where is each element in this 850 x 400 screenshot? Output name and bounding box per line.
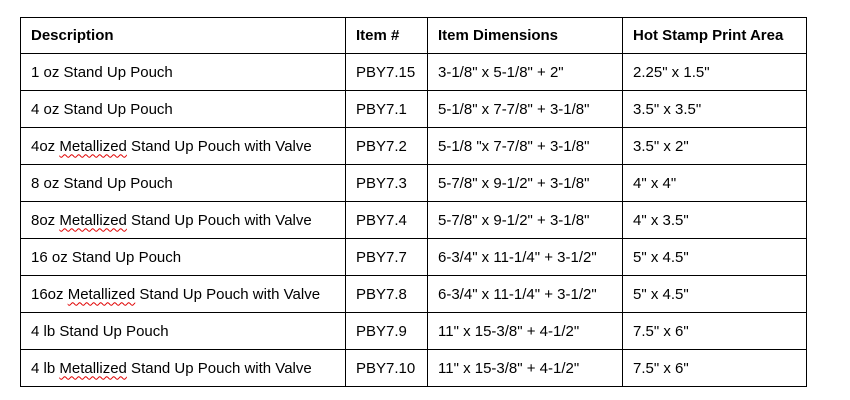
misspelled-word: Metallized (59, 359, 127, 377)
print-area-cell: 7.5" x 6" (622, 312, 807, 350)
description-cell: 4 lb Metallized Stand Up Pouch with Valv… (20, 349, 346, 387)
column-header-description: Description (20, 17, 346, 54)
misspelled-word: Metallized (67, 285, 136, 303)
misspelled-word: Metallized (59, 137, 127, 155)
description-text: 4 oz Stand Up Pouch (31, 100, 173, 118)
table-row: 4 oz Stand Up Pouch PBY7.1 5-1/8" x 7-7/… (20, 90, 807, 128)
description-text-after: Stand Up Pouch with Valve (135, 285, 321, 303)
item-number-cell: PBY7.1 (345, 90, 428, 128)
table-body: 1 oz Stand Up Pouch PBY7.15 3-1/8" x 5-1… (20, 53, 807, 387)
print-area-cell: 3.5" x 2" (622, 127, 807, 165)
item-dimensions-cell: 5-1/8 "x 7-7/8" + 3-1/8" (427, 127, 623, 165)
item-dimensions-cell: 5-7/8" x 9-1/2" + 3-1/8" (427, 164, 623, 202)
item-number-cell: PBY7.7 (345, 238, 428, 276)
table-row: 4 lb Stand Up Pouch PBY7.9 11" x 15-3/8"… (20, 312, 807, 350)
description-cell: 16oz Metallized Stand Up Pouch with Valv… (20, 275, 346, 313)
item-dimensions-cell: 5-1/8" x 7-7/8" + 3-1/8" (427, 90, 623, 128)
description-cell: 4 lb Stand Up Pouch (20, 312, 346, 350)
print-area-cell: 3.5" x 3.5" (622, 90, 807, 128)
document-page: Description Item # Item Dimensions Hot S… (20, 17, 807, 387)
column-header-item-number: Item # (345, 17, 428, 54)
print-area-cell: 5" x 4.5" (622, 275, 807, 313)
description-cell: 8 oz Stand Up Pouch (20, 164, 346, 202)
item-number-cell: PBY7.2 (345, 127, 428, 165)
description-text: 1 oz Stand Up Pouch (31, 63, 173, 81)
item-number-cell: PBY7.3 (345, 164, 428, 202)
table-row: 8 oz Stand Up Pouch PBY7.3 5-7/8" x 9-1/… (20, 164, 807, 202)
description-text: 16 oz Stand Up Pouch (31, 248, 182, 266)
print-area-cell: 2.25" x 1.5" (622, 53, 807, 91)
description-text: 4oz (31, 137, 60, 155)
column-header-item-dimensions: Item Dimensions (427, 17, 623, 54)
description-text: 8oz (31, 211, 60, 229)
print-area-cell: 4" x 3.5" (622, 201, 807, 239)
item-number-cell: PBY7.8 (345, 275, 428, 313)
misspelled-word: Metallized (59, 211, 127, 229)
item-dimensions-cell: 11" x 15-3/8" + 4-1/2" (427, 349, 623, 387)
table-row: 16oz Metallized Stand Up Pouch with Valv… (20, 275, 807, 313)
print-area-cell: 4" x 4" (622, 164, 807, 202)
table-row: 8oz Metallized Stand Up Pouch with Valve… (20, 201, 807, 239)
item-dimensions-cell: 6-3/4" x 11-1/4" + 3-1/2" (427, 238, 623, 276)
item-dimensions-cell: 6-3/4" x 11-1/4" + 3-1/2" (427, 275, 623, 313)
item-number-cell: PBY7.9 (345, 312, 428, 350)
table-row: 1 oz Stand Up Pouch PBY7.15 3-1/8" x 5-1… (20, 53, 807, 91)
description-text-after: Stand Up Pouch with Valve (126, 359, 312, 377)
description-cell: 1 oz Stand Up Pouch (20, 53, 346, 91)
pouch-spec-table: Description Item # Item Dimensions Hot S… (20, 17, 807, 387)
description-cell: 4oz Metallized Stand Up Pouch with Valve (20, 127, 346, 165)
item-dimensions-cell: 11" x 15-3/8" + 4-1/2" (427, 312, 623, 350)
item-number-cell: PBY7.15 (345, 53, 428, 91)
description-cell: 8oz Metallized Stand Up Pouch with Valve (20, 201, 346, 239)
item-dimensions-cell: 5-7/8" x 9-1/2" + 3-1/8" (427, 201, 623, 239)
description-text-after: Stand Up Pouch with Valve (126, 137, 312, 155)
item-number-cell: PBY7.4 (345, 201, 428, 239)
description-text: 4 lb Stand Up Pouch (31, 322, 169, 340)
description-text: 8 oz Stand Up Pouch (31, 174, 173, 192)
table-row: 4 lb Metallized Stand Up Pouch with Valv… (20, 349, 807, 387)
column-header-hot-stamp-print-area: Hot Stamp Print Area (622, 17, 807, 54)
table-row: 16 oz Stand Up Pouch PBY7.7 6-3/4" x 11-… (20, 238, 807, 276)
item-dimensions-cell: 3-1/8" x 5-1/8" + 2" (427, 53, 623, 91)
header-row: Description Item # Item Dimensions Hot S… (20, 17, 807, 54)
description-cell: 4 oz Stand Up Pouch (20, 90, 346, 128)
description-cell: 16 oz Stand Up Pouch (20, 238, 346, 276)
print-area-cell: 5" x 4.5" (622, 238, 807, 276)
table-row: 4oz Metallized Stand Up Pouch with Valve… (20, 127, 807, 165)
print-area-cell: 7.5" x 6" (622, 349, 807, 387)
description-text: 4 lb (31, 359, 60, 377)
description-text-after: Stand Up Pouch with Valve (126, 211, 312, 229)
item-number-cell: PBY7.10 (345, 349, 428, 387)
description-text: 16oz (31, 285, 68, 303)
